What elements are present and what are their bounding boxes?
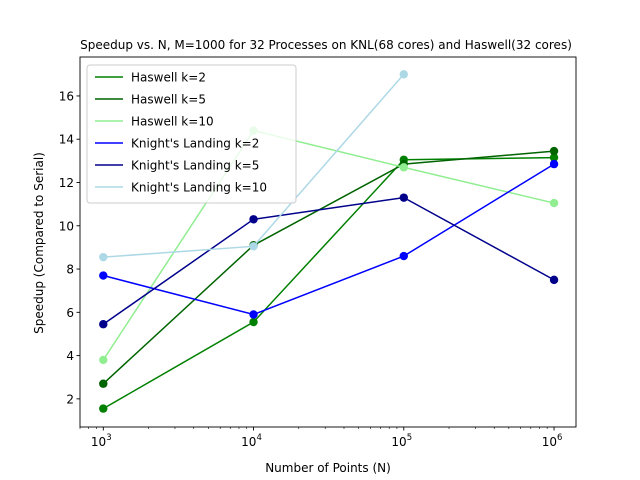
legend: Haswell k=2 Haswell k=5 Haswell k=10 Knight… <box>86 64 297 204</box>
y-tick-label: 8 <box>66 263 74 277</box>
axes: 2 4 6 8 10 12 14 16 103 104 105 106 <box>59 56 577 449</box>
plot-area <box>99 70 559 413</box>
data-point-2-3 <box>549 198 559 208</box>
y-tick-label: 4 <box>66 349 74 363</box>
data-point-5-0 <box>99 252 108 262</box>
x-tick-label: 103 <box>91 433 112 449</box>
data-point-4-0 <box>99 320 108 329</box>
y-tick-label: 6 <box>66 306 74 320</box>
data-point-4-2 <box>399 193 408 202</box>
plot-frame <box>79 56 577 428</box>
legend-label-0: Haswell k=2 <box>131 71 206 85</box>
x-tick-label: 106 <box>542 433 563 449</box>
data-point-5-2 <box>399 70 408 79</box>
y-tick-label: 16 <box>59 89 74 103</box>
data-point-1-3 <box>549 146 559 156</box>
legend-label-4: Knight's Landing k=5 <box>131 159 259 173</box>
chart-title: Speedup vs. N, M=1000 for 32 Processes o… <box>80 38 572 52</box>
data-point-2-2 <box>399 163 408 172</box>
data-point-0-0 <box>99 404 108 413</box>
data-point-1-0 <box>99 379 108 388</box>
data-point-0-3 <box>549 153 559 162</box>
data-point-4-3 <box>549 275 559 285</box>
series-line-3 <box>103 163 555 316</box>
y-tick-label: 2 <box>66 392 74 406</box>
data-point-2-0 <box>99 355 108 365</box>
y-tick-label: 12 <box>59 176 74 190</box>
legend-label-3: Knight's Landing k=2 <box>131 137 259 151</box>
y-tick-label: 14 <box>59 133 74 147</box>
data-point-3-0 <box>99 271 108 280</box>
series-line-1 <box>102 150 555 385</box>
y-tick-label: 10 <box>59 219 74 233</box>
series-group <box>99 70 559 413</box>
legend-label-5: Knight's Landing k=10 <box>131 181 267 195</box>
x-axis-label: Number of Points (N) <box>265 461 391 475</box>
legend-label-1: Haswell k=5 <box>131 93 206 107</box>
data-point-5-1 <box>249 242 258 251</box>
data-point-4-1 <box>249 215 258 224</box>
legend-box <box>86 64 297 204</box>
x-tick-label: 104 <box>241 433 262 449</box>
series-line-0 <box>102 156 555 410</box>
series-line-4 <box>102 196 555 325</box>
data-point-3-2 <box>399 251 408 261</box>
data-point-3-1 <box>249 310 258 319</box>
data-point-3-3 <box>549 159 559 169</box>
series-line-2 <box>102 129 555 361</box>
x-tick-label: 105 <box>391 433 412 449</box>
y-axis-label: Speedup (Compared to Serial) <box>32 152 46 334</box>
data-point-0-1 <box>249 317 258 327</box>
legend-label-2: Haswell k=10 <box>131 115 214 129</box>
